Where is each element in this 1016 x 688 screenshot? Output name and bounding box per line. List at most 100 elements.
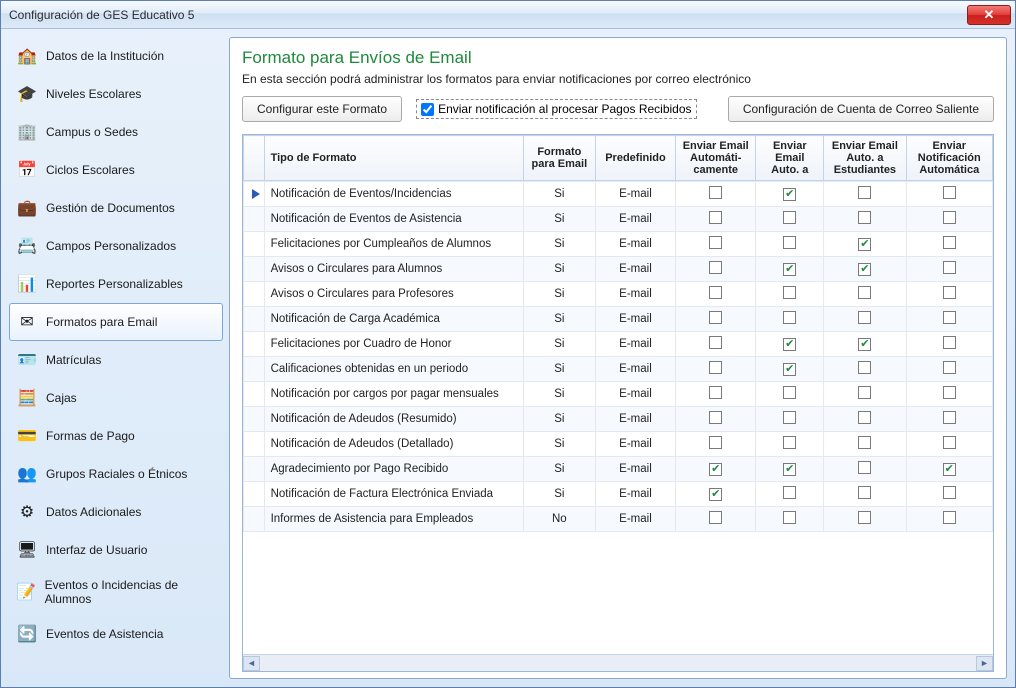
grid-checkbox[interactable] [709, 186, 722, 199]
grid-checkbox[interactable] [943, 236, 956, 249]
outgoing-account-button[interactable]: Configuración de Cuenta de Correo Salien… [728, 96, 994, 122]
table-row[interactable]: Informes de Asistencia para EmpleadosNoE… [244, 507, 993, 532]
grid-checkbox[interactable] [943, 311, 956, 324]
grid-checkbox[interactable] [709, 488, 722, 501]
grid-checkbox[interactable] [943, 386, 956, 399]
grid-checkbox[interactable] [709, 336, 722, 349]
grid-checkbox[interactable] [783, 363, 796, 376]
grid-checkbox[interactable] [709, 511, 722, 524]
grid-checkbox[interactable] [783, 386, 796, 399]
grid-checkbox[interactable] [858, 311, 871, 324]
grid-checkbox[interactable] [709, 436, 722, 449]
grid-checkbox[interactable] [783, 236, 796, 249]
sidebar-item-0[interactable]: 🏫Datos de la Institución [9, 37, 223, 75]
sidebar-item-12[interactable]: ⚙Datos Adicionales [9, 493, 223, 531]
grid-checkbox[interactable] [783, 188, 796, 201]
sidebar-item-14[interactable]: 📝Eventos o Incidencias de Alumnos [9, 569, 223, 615]
grid-checkbox[interactable] [783, 263, 796, 276]
sidebar-item-10[interactable]: 💳Formas de Pago [9, 417, 223, 455]
horizontal-scrollbar[interactable]: ◄ ► [243, 654, 993, 671]
grid-checkbox[interactable] [709, 261, 722, 274]
grid-checkbox[interactable] [783, 338, 796, 351]
grid-checkbox[interactable] [858, 211, 871, 224]
table-row[interactable]: Felicitaciones por Cuadro de HonorSiE-ma… [244, 332, 993, 357]
table-row[interactable]: Calificaciones obtenidas en un periodoSi… [244, 357, 993, 382]
grid-checkbox[interactable] [709, 411, 722, 424]
grid-checkbox[interactable] [783, 211, 796, 224]
grid-checkbox[interactable] [858, 361, 871, 374]
grid-checkbox[interactable] [858, 186, 871, 199]
grid-checkbox[interactable] [858, 263, 871, 276]
configure-format-button[interactable]: Configurar este Formato [242, 96, 402, 122]
grid-checkbox[interactable] [783, 511, 796, 524]
col-notif[interactable]: Enviar Notificación Automática [906, 136, 992, 181]
col-predefinido[interactable]: Predefinido [595, 136, 675, 181]
sidebar-item-1[interactable]: 🎓Niveles Escolares [9, 75, 223, 113]
grid-checkbox[interactable] [943, 186, 956, 199]
grid-checkbox[interactable] [943, 261, 956, 274]
sidebar-item-3[interactable]: 📅Ciclos Escolares [9, 151, 223, 189]
table-row[interactable]: Notificación de Adeudos (Detallado)SiE-m… [244, 432, 993, 457]
grid-checkbox[interactable] [858, 511, 871, 524]
grid-checkbox[interactable] [858, 461, 871, 474]
grid-checkbox[interactable] [783, 286, 796, 299]
grid-checkbox[interactable] [858, 386, 871, 399]
close-button[interactable]: ✕ [967, 5, 1011, 25]
table-row[interactable]: Notificación de Carga AcadémicaSiE-mail [244, 307, 993, 332]
grid-checkbox[interactable] [943, 436, 956, 449]
sidebar-item-6[interactable]: 📊Reportes Personalizables [9, 265, 223, 303]
sidebar-item-8[interactable]: 🪪Matrículas [9, 341, 223, 379]
sidebar-item-15[interactable]: 🔄Eventos de Asistencia [9, 615, 223, 653]
grid-checkbox[interactable] [709, 386, 722, 399]
send-on-payment-checkbox-input[interactable] [421, 103, 434, 116]
grid-checkbox[interactable] [709, 211, 722, 224]
grid-checkbox[interactable] [858, 286, 871, 299]
grid-checkbox[interactable] [709, 236, 722, 249]
sidebar-item-11[interactable]: 👥Grupos Raciales o Étnicos [9, 455, 223, 493]
grid-checkbox[interactable] [943, 211, 956, 224]
grid-checkbox[interactable] [943, 361, 956, 374]
send-on-payment-checkbox[interactable]: Enviar notificación al procesar Pagos Re… [416, 99, 696, 119]
grid-checkbox[interactable] [783, 411, 796, 424]
grid-checkbox[interactable] [783, 436, 796, 449]
grid-checkbox[interactable] [858, 411, 871, 424]
table-row[interactable]: Notificación de Eventos de AsistenciaSiE… [244, 207, 993, 232]
sidebar-item-5[interactable]: 📇Campos Personalizados [9, 227, 223, 265]
grid-checkbox[interactable] [943, 286, 956, 299]
table-row[interactable]: Notificación de Factura Electrónica Envi… [244, 482, 993, 507]
grid-checkbox[interactable] [709, 463, 722, 476]
grid-checkbox[interactable] [709, 286, 722, 299]
grid-checkbox[interactable] [709, 311, 722, 324]
col-formato[interactable]: Formato para Email [523, 136, 595, 181]
scroll-right-icon[interactable]: ► [976, 656, 993, 671]
sidebar-item-4[interactable]: 💼Gestión de Documentos [9, 189, 223, 227]
grid-checkbox[interactable] [943, 463, 956, 476]
sidebar-item-13[interactable]: 🖥Interfaz de Usuario [9, 531, 223, 569]
grid-checkbox[interactable] [943, 336, 956, 349]
grid-checkbox[interactable] [858, 436, 871, 449]
grid-checkbox[interactable] [858, 238, 871, 251]
grid-checkbox[interactable] [783, 463, 796, 476]
col-auto[interactable]: Enviar Email Automáti-camente [676, 136, 756, 181]
grid-checkbox[interactable] [709, 361, 722, 374]
table-row[interactable]: Notificación de Adeudos (Resumido)SiE-ma… [244, 407, 993, 432]
table-row[interactable]: Avisos o Circulares para ProfesoresSiE-m… [244, 282, 993, 307]
scroll-left-icon[interactable]: ◄ [243, 656, 260, 671]
table-row[interactable]: Avisos o Circulares para AlumnosSiE-mail [244, 257, 993, 282]
table-row[interactable]: Agradecimiento por Pago RecibidoSiE-mail [244, 457, 993, 482]
col-auto-est[interactable]: Enviar Email Auto. a Estudiantes [824, 136, 906, 181]
col-tipo[interactable]: Tipo de Formato [264, 136, 523, 181]
table-row[interactable]: Felicitaciones por Cumpleaños de Alumnos… [244, 232, 993, 257]
sidebar-item-7[interactable]: ✉Formatos para Email [9, 303, 223, 341]
grid-body[interactable]: Notificación de Eventos/IncidenciasSiE-m… [243, 181, 993, 654]
grid-checkbox[interactable] [783, 486, 796, 499]
grid-checkbox[interactable] [943, 511, 956, 524]
grid-checkbox[interactable] [858, 338, 871, 351]
sidebar-item-2[interactable]: 🏢Campus o Sedes [9, 113, 223, 151]
col-auto-a[interactable]: Enviar Email Auto. a [756, 136, 824, 181]
grid-checkbox[interactable] [943, 486, 956, 499]
grid-checkbox[interactable] [943, 411, 956, 424]
grid-checkbox[interactable] [858, 486, 871, 499]
grid-checkbox[interactable] [783, 311, 796, 324]
sidebar-item-9[interactable]: 🧮Cajas [9, 379, 223, 417]
